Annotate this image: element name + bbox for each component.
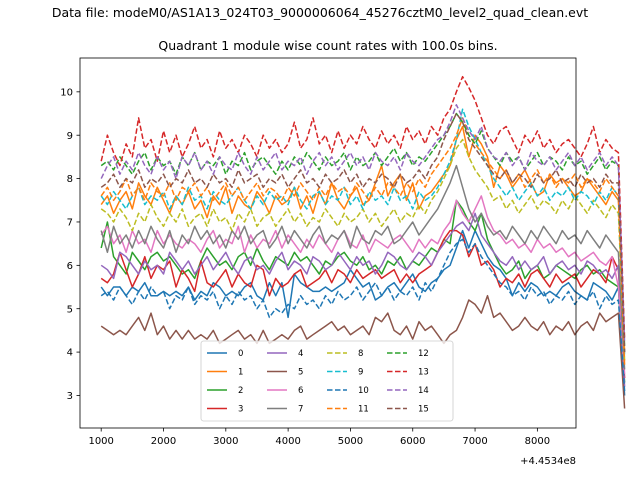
- x-tick-label: 6000: [400, 436, 425, 447]
- axes-frame: [79, 57, 577, 429]
- series-line-15: [100, 112, 626, 353]
- legend-label-9: 9: [358, 368, 363, 378]
- x-tick-label: 8000: [525, 436, 550, 447]
- series-line-5: [100, 294, 626, 409]
- y-tick-label: 6: [67, 261, 73, 272]
- series-line-7: [100, 164, 626, 370]
- y-axis: 3 4 5 6 7 8 9 10: [60, 87, 80, 402]
- series-line-12: [100, 112, 626, 348]
- legend-label-15: 15: [418, 405, 429, 415]
- x-axis: 1000 2000 3000 4000 5000 6000 7000 8000: [88, 428, 550, 447]
- series-line-14: [100, 104, 626, 344]
- legend-box: [200, 340, 454, 422]
- x-tick-label: 7000: [462, 436, 487, 447]
- series-line-13: [100, 75, 626, 340]
- y-tick-label: 3: [67, 391, 73, 402]
- y-tick-label: 10: [60, 87, 73, 98]
- legend-label-3: 3: [238, 405, 243, 415]
- x-tick-label: 4000: [275, 436, 300, 447]
- chart-suptitle: Data file: modeM0/AS1A13_024T03_90000060…: [52, 5, 588, 20]
- series-line-3: [100, 229, 626, 379]
- legend-label-0: 0: [238, 349, 243, 359]
- y-tick-label: 4: [67, 348, 73, 359]
- legend-label-13: 13: [418, 368, 429, 378]
- chart-title: Quadrant 1 module wise count rates with …: [158, 38, 497, 53]
- x-tick-label: 3000: [213, 436, 238, 447]
- legend-label-1: 1: [238, 368, 243, 378]
- y-tick-label: 7: [67, 218, 73, 229]
- legend-label-14: 14: [418, 386, 429, 396]
- y-tick-label: 8: [67, 174, 73, 185]
- legend-label-10: 10: [358, 386, 369, 396]
- series-line-10: [100, 238, 626, 392]
- legend-label-7: 7: [298, 405, 303, 415]
- series-line-4: [100, 212, 626, 387]
- y-tick-label: 5: [67, 304, 73, 315]
- legend-label-5: 5: [298, 368, 303, 378]
- legend-label-4: 4: [298, 349, 303, 359]
- legend-label-6: 6: [298, 386, 303, 396]
- series-line-0: [100, 229, 626, 396]
- x-tick-label: 1000: [88, 436, 113, 447]
- x-offset-label: +4.4534e8: [520, 456, 576, 467]
- x-tick-label: 5000: [338, 436, 363, 447]
- x-tick-label: 2000: [151, 436, 176, 447]
- series-line-9: [100, 108, 626, 357]
- y-tick-label: 9: [67, 131, 73, 142]
- series-line-11: [100, 117, 626, 366]
- legend-label-11: 11: [358, 405, 369, 415]
- plot-lines: [100, 75, 626, 409]
- legend-label-12: 12: [418, 349, 429, 359]
- legend-label-2: 2: [238, 386, 243, 396]
- legend-label-8: 8: [358, 349, 363, 359]
